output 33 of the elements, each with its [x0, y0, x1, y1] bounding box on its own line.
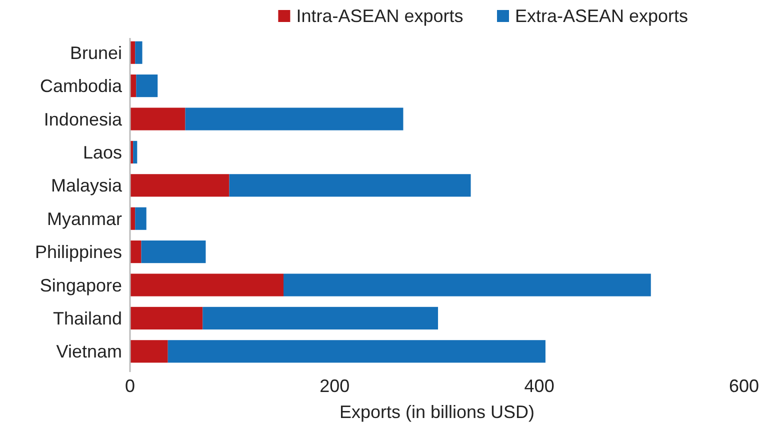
bar	[229, 174, 471, 197]
bar	[130, 240, 142, 264]
y-tick-label: Cambodia	[40, 76, 123, 96]
x-tick-label: 200	[320, 376, 350, 396]
x-tick-label: 0	[124, 376, 136, 396]
y-tick-label: Thailand	[52, 308, 122, 328]
bar	[135, 207, 146, 230]
legend-label: Extra-ASEAN exports	[515, 6, 688, 26]
y-tick-label: Indonesia	[44, 109, 123, 130]
x-axis-title: Exports (in billions USD)	[339, 402, 535, 422]
bar	[130, 174, 230, 197]
bar	[284, 274, 651, 296]
y-tick-label: Singapore	[40, 275, 122, 296]
bar	[135, 41, 142, 64]
bar	[130, 274, 284, 296]
bar	[130, 306, 203, 330]
y-tick-label: Philippines	[34, 242, 122, 262]
bar	[136, 74, 158, 98]
y-tick-label: Vietnam	[56, 342, 122, 362]
y-tick-label: Laos	[82, 142, 122, 162]
legend-label: Intra-ASEAN exports	[296, 6, 464, 26]
bar	[130, 108, 186, 130]
bar	[130, 340, 168, 363]
x-tick-label: 400	[524, 376, 554, 396]
bar	[133, 140, 138, 164]
bar	[141, 240, 206, 264]
bar	[185, 108, 404, 130]
y-tick-label: Myanmar	[46, 208, 122, 229]
y-tick-label: Brunei	[70, 42, 122, 63]
bar	[168, 340, 546, 363]
y-tick-label: Malaysia	[50, 176, 123, 196]
x-tick-label: 600	[728, 376, 760, 396]
bar	[202, 306, 438, 330]
